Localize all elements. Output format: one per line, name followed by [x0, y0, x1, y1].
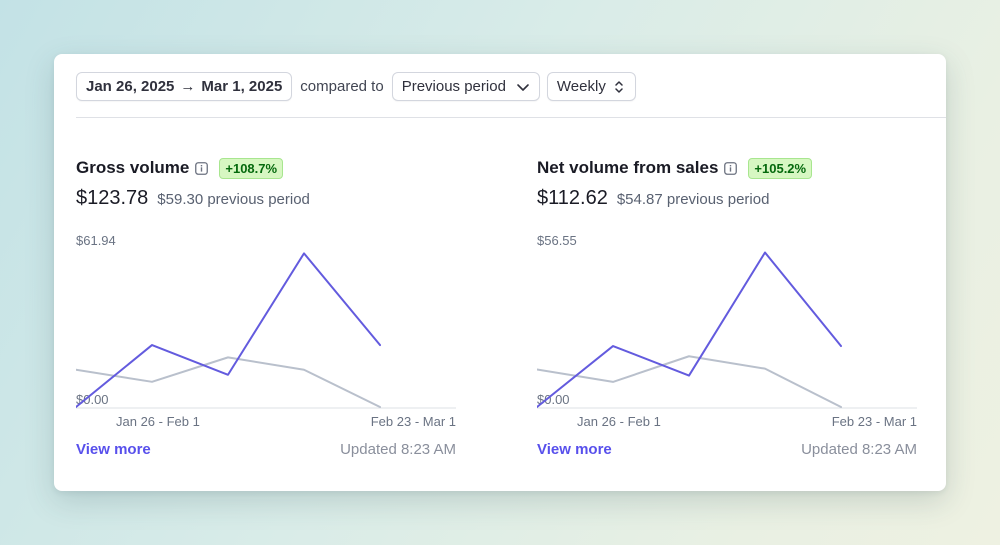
- x-tick-end: Feb 23 - Mar 1: [371, 414, 456, 429]
- previous-period-line: [537, 355, 842, 408]
- comparison-period-value: Previous period: [401, 78, 506, 95]
- metric-value: $112.62: [537, 187, 608, 209]
- updated-timestamp: Updated 8:23 AM: [340, 441, 456, 458]
- change-badge: +105.2%: [748, 157, 813, 179]
- x-tick-start: Jan 26 - Feb 1: [116, 414, 200, 429]
- net-volume-chart: $56.55 $0.00 Jan 26 - Feb 1 Feb 23 - Mar 1: [537, 233, 917, 429]
- reports-card: Jan 26, 2025 → Mar 1, 2025 compared to P…: [54, 54, 946, 491]
- comparison-period-select[interactable]: Previous period: [391, 72, 540, 101]
- toolbar: Jan 26, 2025 → Mar 1, 2025 compared to P…: [76, 71, 946, 102]
- previous-period-value: $59.30 previous period: [157, 191, 310, 208]
- compared-to-label: compared to: [300, 78, 384, 95]
- x-tick-end: Feb 23 - Mar 1: [832, 414, 917, 429]
- y-tick-max: $56.55: [537, 233, 577, 248]
- x-tick-start: Jan 26 - Feb 1: [577, 414, 661, 429]
- change-badge: +108.7%: [219, 157, 284, 179]
- updated-timestamp: Updated 8:23 AM: [801, 441, 917, 458]
- current-period-line: [76, 252, 381, 408]
- arrow-right-icon: →: [180, 78, 196, 95]
- panel-title: Net volume from sales: [537, 158, 719, 177]
- chevron-up-down-icon: [615, 80, 623, 93]
- panel-title: Gross volume: [76, 158, 190, 177]
- interval-value: Weekly: [556, 78, 606, 95]
- date-start: Jan 26, 2025: [86, 78, 175, 95]
- metric-value: $123.78: [76, 187, 149, 209]
- previous-period-value: $54.87 previous period: [616, 191, 770, 208]
- previous-period-line: [76, 356, 381, 408]
- view-more-link[interactable]: View more: [76, 441, 151, 458]
- info-icon[interactable]: [724, 161, 738, 175]
- interval-select[interactable]: Weekly: [546, 72, 636, 101]
- chevron-down-icon: [517, 83, 529, 91]
- net-volume-panel: Net volume from sales +105.2% $112.62 $5…: [537, 157, 917, 467]
- date-range-picker[interactable]: Jan 26, 2025 → Mar 1, 2025: [76, 72, 293, 101]
- gross-volume-panel: Gross volume +108.7% $123.78 $59.30 prev…: [76, 157, 456, 467]
- date-end: Mar 1, 2025: [201, 78, 283, 95]
- gross-volume-chart: $61.94 $0.00 Jan 26 - Feb 1 Feb 23 - Mar 1: [76, 233, 456, 429]
- toolbar-divider: [76, 117, 946, 118]
- view-more-link[interactable]: View more: [537, 441, 612, 458]
- current-period-line: [537, 251, 842, 408]
- y-tick-min: $0.00: [537, 392, 570, 407]
- info-icon[interactable]: [195, 161, 209, 175]
- y-tick-min: $0.00: [76, 392, 109, 407]
- y-tick-max: $61.94: [76, 233, 116, 248]
